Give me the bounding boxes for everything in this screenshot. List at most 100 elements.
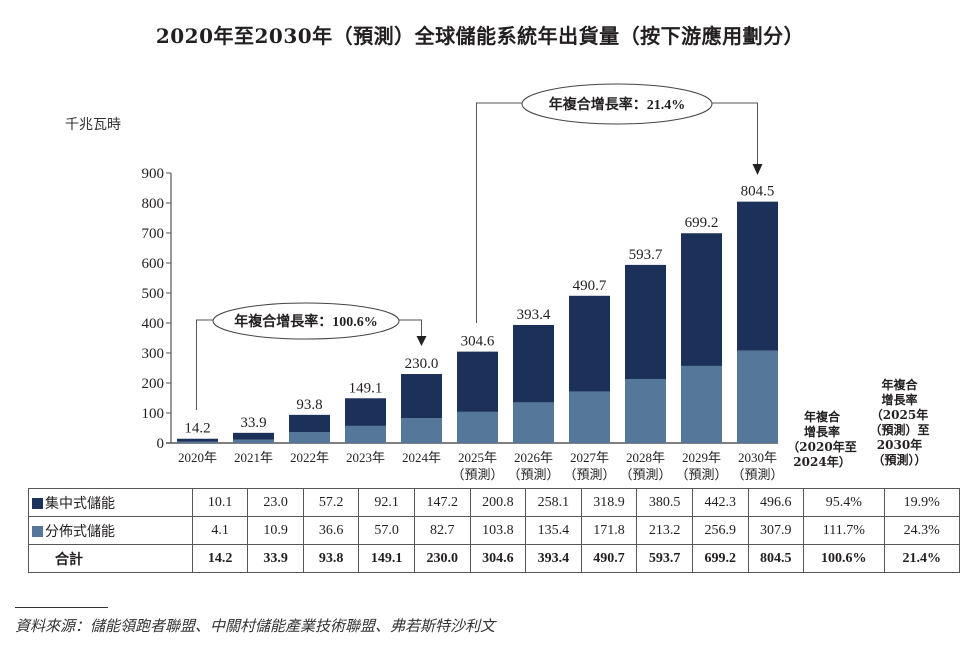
x-tick-label: 2028年 [626, 450, 665, 465]
table-cell: 200.8 [469, 488, 527, 517]
x-tick-sublabel: （預測） [451, 467, 503, 482]
x-tick-label: 2025年 [458, 450, 497, 465]
table-cell: 256.9 [691, 516, 749, 545]
bar-distributed [233, 439, 274, 443]
bar-total-label: 490.7 [573, 278, 607, 294]
table-cell: 103.8 [469, 516, 527, 545]
cagr-ellipse [521, 83, 713, 125]
table-cell: 213.2 [636, 516, 693, 545]
table-cell: 36.6 [302, 516, 360, 545]
cagr-header-2025-2030: 年複合 增長率 （2025年 （預測）至 2030年 （預測）） [862, 378, 937, 468]
y-tick-label: 500 [142, 286, 165, 302]
table-cell: 304.6 [469, 544, 527, 573]
table-cell: 82.7 [413, 516, 471, 545]
data-table: 集中式儲能 10.1 23.0 57.2 92.1 147.2 200.8 258.1 318.… [28, 488, 960, 573]
table-cell: 307.9 [747, 516, 805, 545]
y-tick-label: 200 [142, 376, 165, 392]
y-tick-label: 100 [142, 406, 165, 422]
cagr-header-line: （2025年 [870, 408, 929, 422]
table-cell: 393.4 [525, 544, 582, 573]
bar-total-label: 230.0 [405, 356, 439, 372]
table-cell: 4.1 [191, 516, 249, 545]
table-cell: 496.6 [747, 488, 805, 517]
row-label: 合計 [55, 551, 83, 568]
cagr-connector-right [398, 319, 422, 338]
cagr-2020-2024-cell: 95.4% [803, 488, 885, 517]
table-cell: 10.1 [191, 488, 249, 517]
cagr-2020-2024-cell: 111.7% [803, 516, 885, 545]
bar-distributed [177, 441, 218, 443]
cagr-header-line: 2030年 [876, 438, 923, 452]
cagr-header-line: 2024年） [793, 455, 851, 469]
table-cell: 57.0 [358, 516, 415, 545]
bar-centralized [513, 324, 554, 403]
y-tick-label: 700 [142, 226, 165, 242]
table-cell: 10.9 [247, 516, 304, 545]
bar-distributed [569, 391, 610, 443]
row-label: 集中式儲能 [45, 495, 115, 512]
bar-distributed [737, 350, 778, 443]
y-tick-label: 300 [142, 346, 165, 362]
table-row: 分佈式儲能 4.1 10.9 36.6 57.0 82.7 103.8 135.4 171.8 2… [28, 516, 960, 545]
table-cell: 149.1 [358, 544, 415, 573]
table-cell: 92.1 [358, 488, 415, 517]
cagr-arrow-head [752, 164, 763, 175]
source-note: 資料來源：儲能領跑者聯盟、中關村儲能產業技術聯盟、弗若斯特沙利文 [15, 617, 496, 635]
cagr-connector-right [711, 102, 758, 166]
bar-centralized [345, 398, 386, 426]
table-cell: 258.1 [525, 488, 582, 517]
bar-total-label: 393.4 [517, 307, 551, 323]
bar-centralized [737, 201, 778, 351]
bar-distributed [457, 411, 498, 443]
x-tick-label: 2024年 [402, 450, 441, 465]
y-tick-label: 900 [142, 166, 165, 182]
x-tick-sublabel: （預測） [731, 467, 783, 482]
cagr-header-line: 增長率 [803, 425, 840, 439]
y-tick-label: 600 [142, 256, 165, 272]
row-label-cell: 分佈式儲能 [28, 516, 193, 545]
bar-centralized [401, 374, 442, 419]
table-cell: 490.7 [580, 544, 638, 573]
x-tick-label: 2030年 [738, 450, 777, 465]
bar-total-label: 699.2 [685, 215, 719, 231]
table-cell: 14.2 [191, 544, 249, 573]
cagr-header-line: 年複合 [881, 378, 918, 392]
table-cell: 171.8 [580, 516, 638, 545]
y-tick-label: 0 [157, 436, 165, 452]
cagr-connector-left [196, 319, 214, 410]
table-cell: 442.3 [691, 488, 749, 517]
cagr-header-line: （預測）至 [869, 423, 930, 437]
table-cell: 230.0 [413, 544, 471, 573]
cagr-connector-left [476, 102, 523, 323]
x-tick-label: 2029年 [682, 450, 721, 465]
cagr-header-line: 年複合 [803, 410, 840, 424]
row-label-cell: 合計 [28, 544, 193, 573]
bar-distributed [625, 379, 666, 443]
bar-distributed [681, 365, 722, 443]
table-row: 集中式儲能 10.1 23.0 57.2 92.1 147.2 200.8 258.1 318.… [28, 488, 960, 517]
x-tick-label: 2021年 [234, 450, 273, 465]
source-divider [15, 607, 108, 608]
cagr-header-line: （2020年至 [787, 440, 857, 454]
bar-distributed [345, 425, 386, 443]
x-tick-sublabel: （預測） [619, 467, 671, 482]
bar-total-label: 304.6 [461, 334, 495, 350]
legend-swatch [32, 525, 43, 537]
bar-total-label: 804.5 [741, 184, 775, 200]
x-tick-label: 2027年 [570, 450, 609, 465]
cagr-2025-2030-cell: 19.9% [883, 488, 960, 517]
bar-centralized [233, 432, 274, 440]
table-cell: 699.2 [691, 544, 749, 573]
cagr-header-2020-2024: 年複合 增長率 （2020年至 2024年） [782, 410, 862, 470]
legend-swatch [32, 497, 43, 509]
bar-centralized [625, 264, 666, 380]
bar-total-label: 593.7 [629, 247, 663, 263]
chart-title: 2020年至2030年（預測）全球儲能系統年出貨量（按下游應用劃分） [155, 24, 805, 48]
bar-distributed [401, 418, 442, 443]
bar-centralized [457, 351, 498, 412]
row-label-cell: 集中式儲能 [28, 488, 193, 517]
x-tick-sublabel: （預測） [507, 467, 559, 482]
bar-centralized [569, 295, 610, 392]
cagr-2025-2030-cell: 24.3% [883, 516, 960, 545]
x-tick-label: 2022年 [290, 450, 329, 465]
